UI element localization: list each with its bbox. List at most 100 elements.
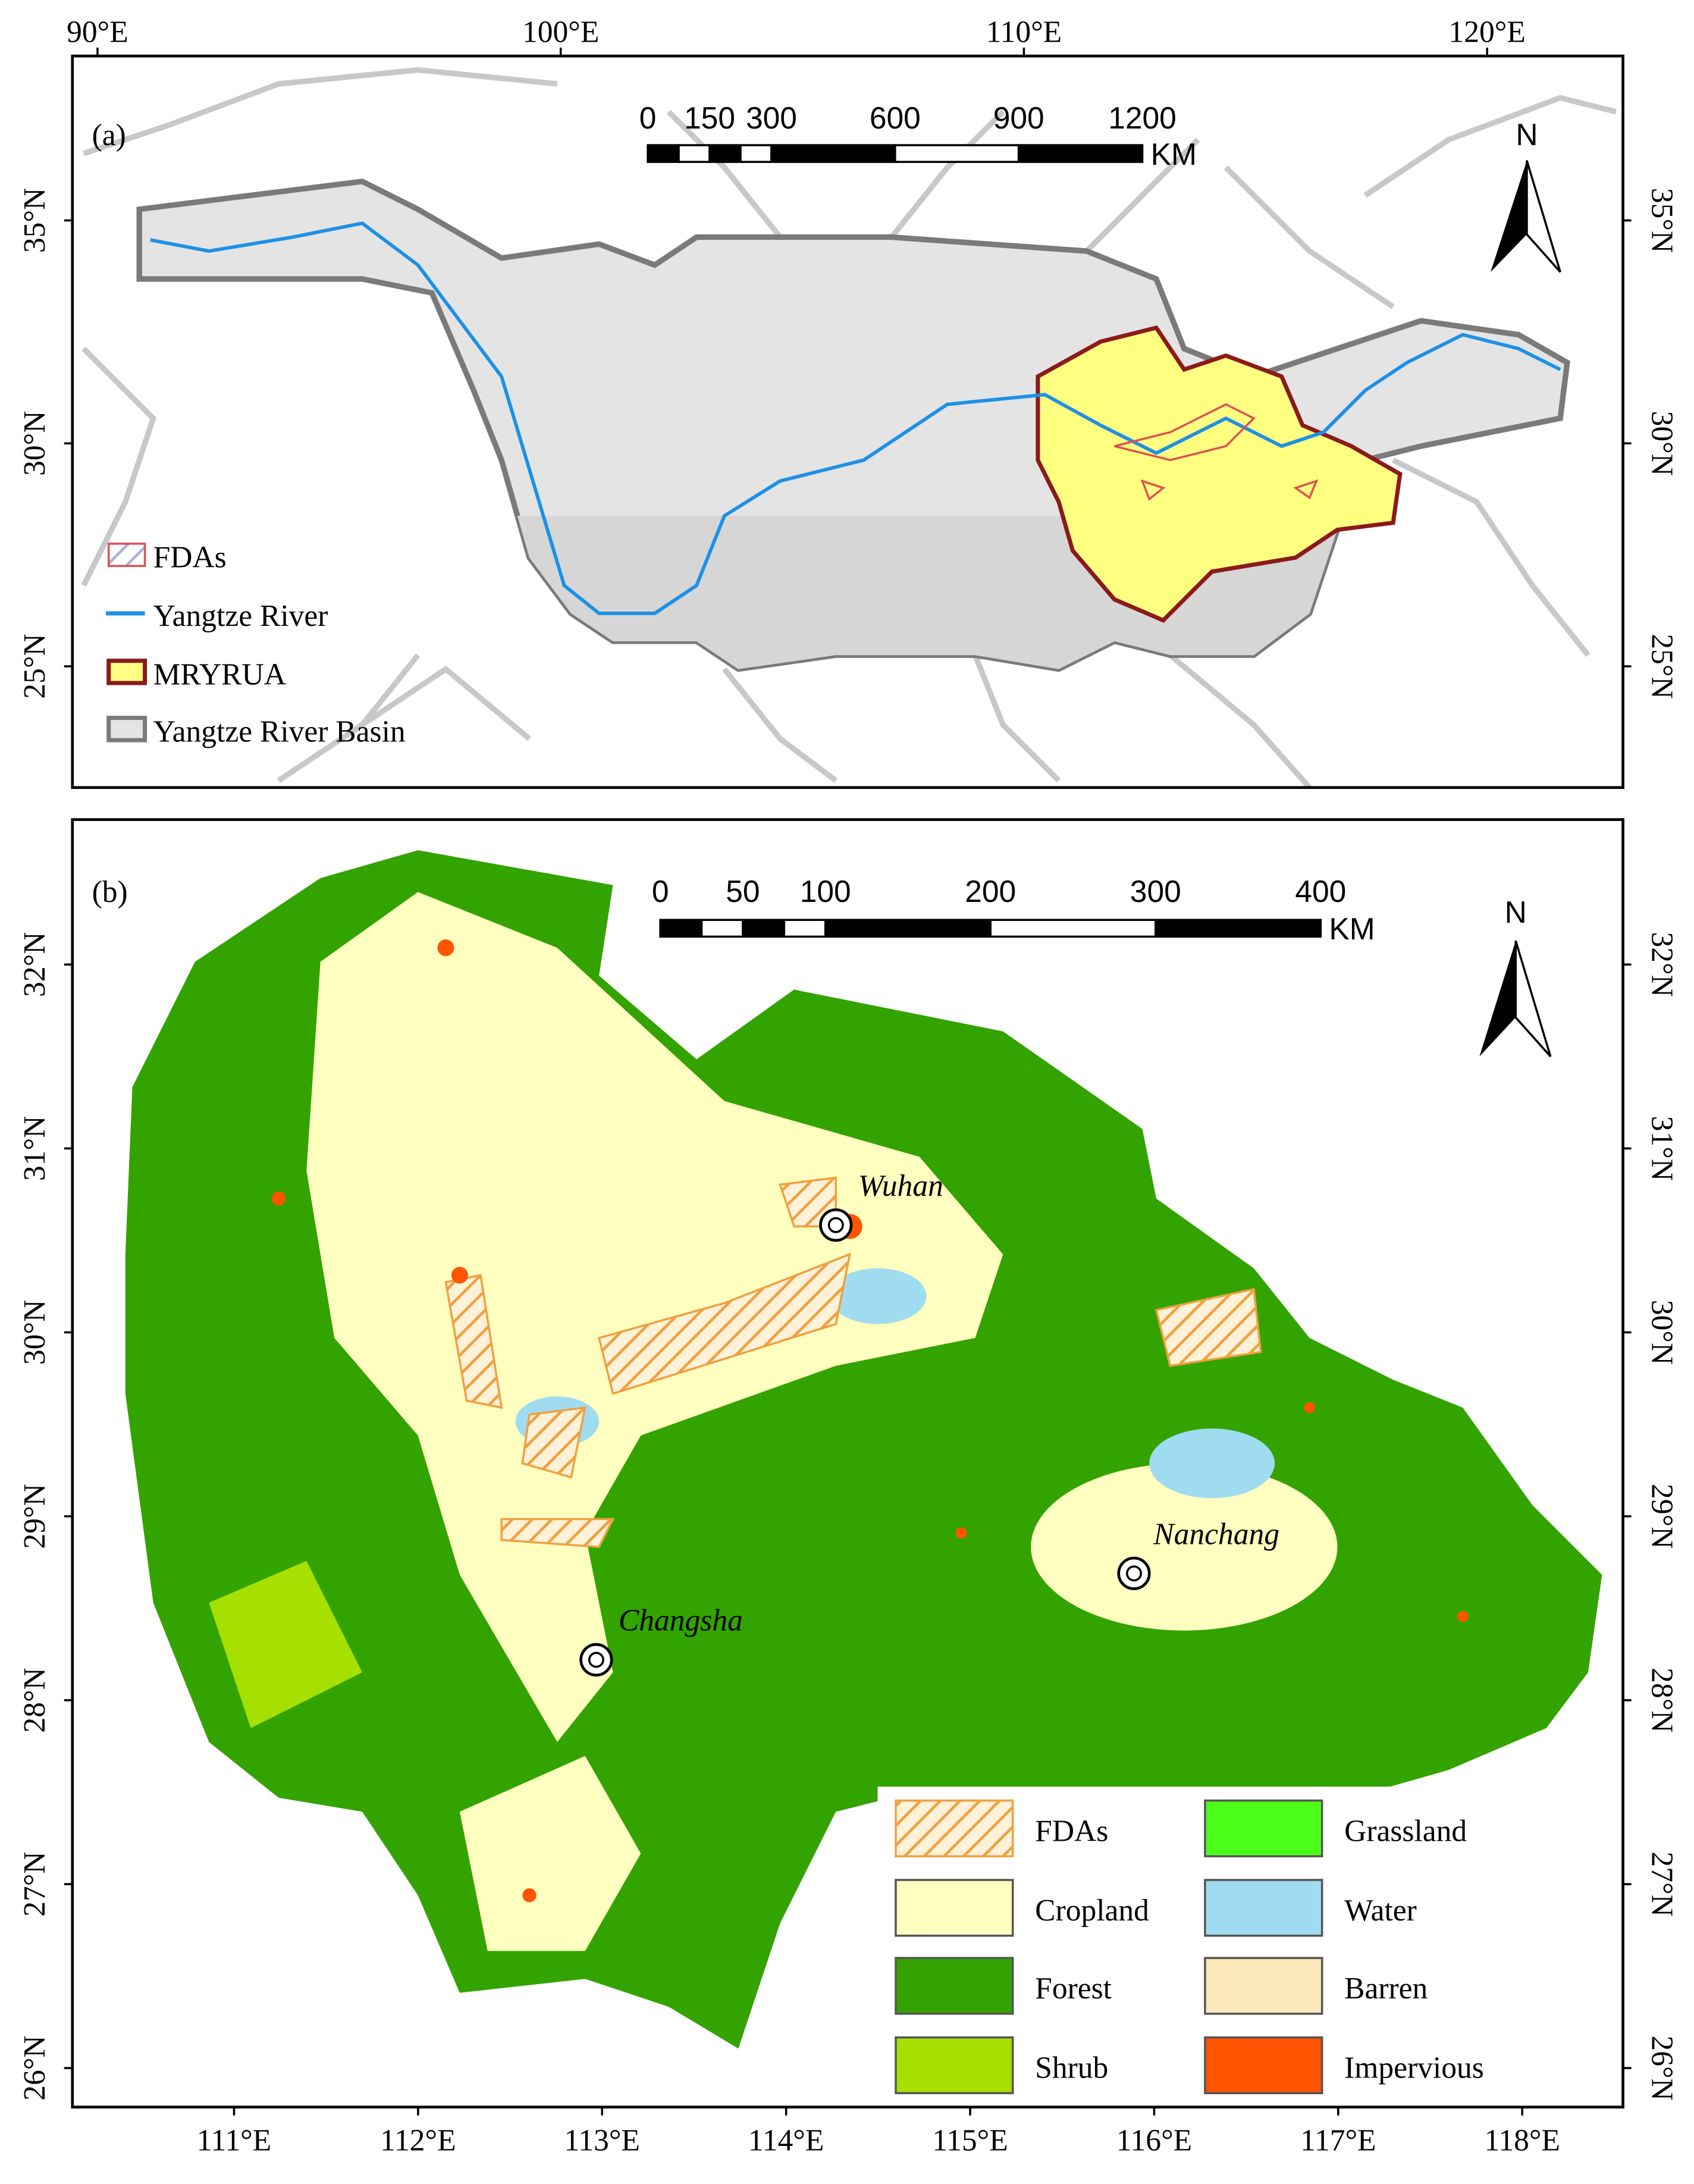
panel-b-frame bbox=[71, 818, 1624, 2109]
city-label: Nanchang bbox=[1153, 1518, 1279, 1552]
scale-segment bbox=[1017, 144, 1144, 163]
legend-swatch bbox=[895, 1957, 1014, 2015]
lat-label: 28°N bbox=[18, 1668, 52, 1732]
legend-label: MRYRUA bbox=[153, 657, 286, 691]
cropland-area bbox=[306, 892, 1003, 1743]
legend-swatch bbox=[895, 1799, 1014, 1857]
scale-segment bbox=[742, 919, 786, 938]
lon-label: 112°E bbox=[380, 2123, 456, 2157]
water-area bbox=[829, 1268, 927, 1324]
legend-label: Yangtze River bbox=[153, 599, 328, 633]
lon-label: 120°E bbox=[1449, 15, 1526, 49]
legend-label: Impervious bbox=[1344, 2051, 1484, 2085]
scale-segment bbox=[770, 144, 896, 163]
legend-swatch bbox=[1204, 2036, 1323, 2095]
scale-segment bbox=[894, 144, 1020, 163]
city-label: Wuhan bbox=[858, 1169, 943, 1203]
scale-label: 0 bbox=[652, 874, 669, 908]
lon-label: 113°E bbox=[564, 2123, 640, 2157]
scale-unit: KM bbox=[1329, 911, 1375, 946]
legend-swatch bbox=[106, 716, 148, 742]
water-area bbox=[1149, 1428, 1275, 1499]
fdas bbox=[1114, 403, 1319, 501]
yangtze-river bbox=[150, 221, 1561, 615]
scale-label: 300 bbox=[746, 101, 797, 135]
lat-label: 25°N bbox=[18, 634, 52, 698]
scale-label: 200 bbox=[965, 874, 1016, 908]
city-marker bbox=[1126, 1565, 1142, 1582]
scale-segment bbox=[647, 144, 680, 163]
panel-a-map bbox=[81, 67, 1617, 788]
lon-label: 116°E bbox=[1116, 2123, 1192, 2157]
lat-label: 35°N bbox=[18, 188, 52, 253]
city-marker bbox=[827, 1217, 844, 1233]
scale-segment bbox=[739, 144, 773, 163]
lat-label: 30°N bbox=[1645, 1300, 1679, 1365]
lon-label: 90°E bbox=[67, 15, 128, 49]
panel-label: (b) bbox=[92, 875, 128, 909]
lat-label: 35°N bbox=[1645, 188, 1679, 253]
scale-label: 400 bbox=[1295, 874, 1346, 908]
lat-label: 25°N bbox=[1645, 634, 1679, 698]
legend-label: Grassland bbox=[1344, 1814, 1467, 1848]
cropland-area bbox=[1031, 1463, 1338, 1631]
scale-segment bbox=[989, 919, 1157, 938]
lat-label: 29°N bbox=[1645, 1484, 1679, 1549]
lat-label: 31°N bbox=[1645, 1116, 1679, 1181]
lon-label: 110°E bbox=[986, 15, 1062, 49]
panel-b-north-arrow bbox=[1479, 940, 1552, 1057]
legend-label: FDAs bbox=[153, 541, 227, 575]
north-label: N bbox=[1516, 117, 1538, 152]
scale-segment bbox=[700, 919, 744, 938]
lon-label: 115°E bbox=[932, 2123, 1008, 2157]
shrub-area bbox=[209, 1561, 362, 1728]
scale-label: 150 bbox=[684, 101, 735, 135]
lon-label: 114°E bbox=[748, 2123, 824, 2157]
panel-a-frame bbox=[71, 54, 1624, 789]
basin-shade bbox=[139, 516, 1567, 669]
lat-label: 26°N bbox=[1645, 2035, 1679, 2100]
scale-label: 600 bbox=[870, 101, 921, 135]
lat-label: 27°N bbox=[1645, 1851, 1679, 1916]
mryrua bbox=[1036, 325, 1403, 623]
scale-label: 1200 bbox=[1108, 101, 1177, 135]
north-label: N bbox=[1505, 895, 1527, 929]
cropland-area bbox=[459, 1756, 641, 1951]
scale-label: 100 bbox=[800, 874, 851, 908]
scale-label: 300 bbox=[1130, 874, 1181, 908]
legend-swatch bbox=[106, 659, 148, 685]
lat-label: 27°N bbox=[18, 1851, 52, 1916]
lat-label: 26°N bbox=[18, 2035, 52, 2100]
legend-label: Shrub bbox=[1035, 2051, 1108, 2085]
legend-swatch bbox=[1204, 1957, 1323, 2015]
scale-label: 0 bbox=[639, 101, 657, 135]
lat-label: 31°N bbox=[18, 1116, 52, 1181]
legend-swatch bbox=[1204, 1879, 1323, 1937]
legend-label: Yangtze River Basin bbox=[153, 715, 406, 748]
lon-label: 111°E bbox=[197, 2123, 272, 2157]
legend-swatch bbox=[895, 1879, 1014, 1937]
panel-label: (a) bbox=[92, 118, 126, 152]
scale-unit: KM bbox=[1151, 137, 1197, 171]
lat-label: 30°N bbox=[18, 1300, 52, 1365]
lat-label: 32°N bbox=[18, 932, 52, 997]
city-label: Changsha bbox=[619, 1604, 743, 1638]
lat-label: 30°N bbox=[1645, 411, 1679, 476]
legend-label: Water bbox=[1344, 1894, 1417, 1928]
scale-label: 50 bbox=[726, 874, 760, 908]
scale-label: 900 bbox=[993, 101, 1044, 135]
legend-swatch bbox=[107, 543, 146, 568]
legend-label: FDAs bbox=[1035, 1814, 1108, 1848]
lat-label: 30°N bbox=[18, 411, 52, 476]
scale-segment bbox=[708, 144, 742, 163]
legend-swatch bbox=[1204, 1799, 1323, 1857]
legend-label: Forest bbox=[1035, 1972, 1112, 2006]
lon-label: 117°E bbox=[1300, 2123, 1376, 2157]
scale-segment bbox=[677, 144, 711, 163]
legend-label: Cropland bbox=[1035, 1894, 1149, 1928]
scale-segment bbox=[783, 919, 827, 938]
panel-a-north-arrow bbox=[1491, 160, 1561, 273]
panel-b-map bbox=[125, 850, 1602, 2049]
